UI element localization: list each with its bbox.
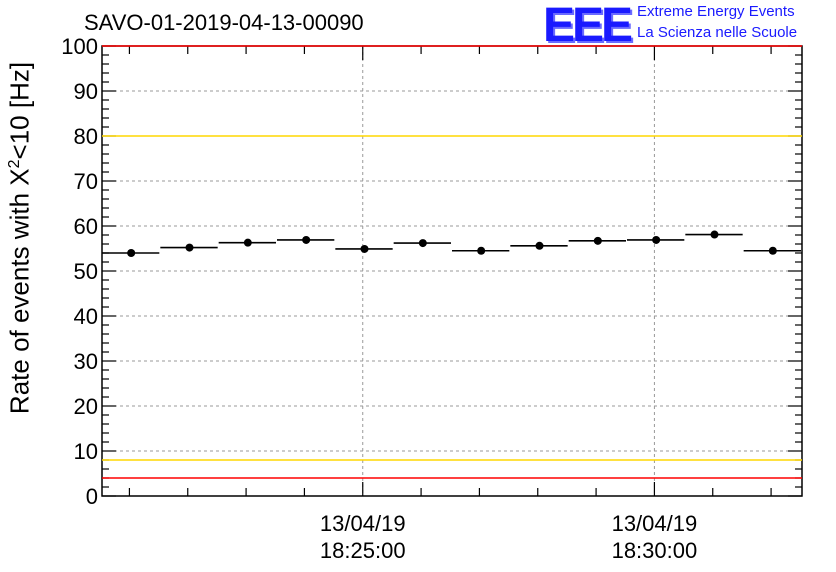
x-tick-label-1: 13/04/19 18:30:00	[612, 510, 698, 564]
y-tick-label-20: 20	[74, 394, 98, 419]
data-point-6	[477, 246, 486, 255]
data-point-2	[243, 238, 252, 247]
y-tick-label-10: 10	[74, 439, 98, 464]
x-tick-label-0: 13/04/19 18:25:00	[320, 510, 406, 564]
eee-logo: EEE	[543, 0, 633, 52]
data-point-3	[302, 235, 311, 244]
y-tick-label-100: 100	[61, 34, 98, 59]
y-tick-label-50: 50	[74, 259, 98, 284]
y-tick-label-0: 0	[86, 484, 98, 509]
y-tick-label-30: 30	[74, 349, 98, 374]
y-tick-label-60: 60	[74, 214, 98, 239]
y-tick-label-80: 80	[74, 124, 98, 149]
x-tick-date: 13/04/19	[319, 511, 406, 536]
data-point-11	[768, 246, 777, 255]
data-point-9	[652, 235, 661, 244]
x-tick-date: 13/04/19	[611, 511, 698, 536]
data-point-5	[418, 239, 427, 248]
data-point-0	[127, 249, 136, 257]
logo-line-2: La Scienza nelle Scuole	[637, 24, 798, 41]
data-point-8	[593, 236, 602, 245]
data-point-1	[185, 243, 194, 252]
y-tick-label-90: 90	[74, 79, 98, 104]
y-tick-label-70: 70	[74, 169, 98, 194]
data-point-7	[535, 241, 544, 250]
logo-line-1: Extreme Energy Events	[637, 3, 795, 20]
y-tick-label-40: 40	[74, 304, 98, 329]
data-point-10	[710, 230, 719, 239]
chart-title: SAVO-01-2019-04-13-00090	[84, 10, 364, 35]
x-tick-time: 18:30:00	[611, 538, 698, 563]
data-point-4	[360, 244, 369, 253]
x-tick-time: 18:25:00	[319, 538, 406, 563]
